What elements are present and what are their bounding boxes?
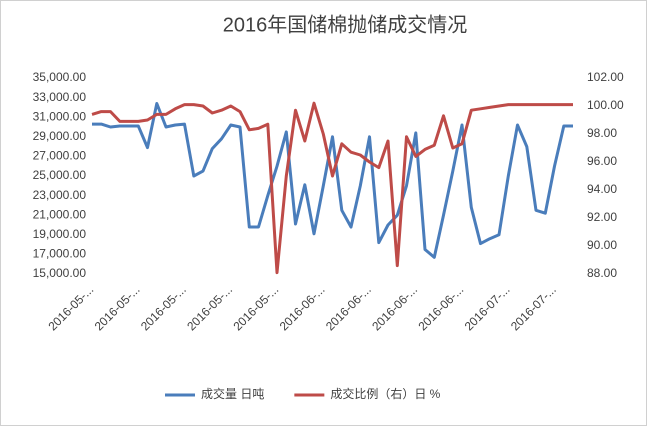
y2-tick-label: 102.00 bbox=[587, 70, 624, 84]
y-tick-label: 33,000.00 bbox=[33, 90, 87, 104]
y-tick-label: 31,000.00 bbox=[33, 109, 87, 123]
y-tick-label: 27,000.00 bbox=[33, 149, 87, 163]
y-tick-label: 19,000.00 bbox=[33, 227, 87, 241]
y-tick-label: 21,000.00 bbox=[33, 207, 87, 221]
y-tick-label: 15,000.00 bbox=[33, 266, 87, 280]
y2-tick-label: 94.00 bbox=[587, 182, 617, 196]
legend-label: 成交量 日吨 bbox=[201, 386, 264, 401]
y-tick-label: 25,000.00 bbox=[33, 168, 87, 182]
chart-title: 2016年国储棉抛储成交情况 bbox=[223, 13, 468, 36]
legend-label: 成交比例（右）日 % bbox=[330, 386, 440, 401]
y-tick-label: 35,000.00 bbox=[33, 70, 87, 84]
y2-tick-label: 100.00 bbox=[587, 98, 624, 112]
y-tick-label: 23,000.00 bbox=[33, 188, 87, 202]
y-tick-label: 29,000.00 bbox=[33, 129, 87, 143]
y2-tick-label: 98.00 bbox=[587, 126, 617, 140]
series-line bbox=[91, 101, 573, 275]
y-tick-label: 17,000.00 bbox=[33, 247, 87, 261]
y2-tick-label: 90.00 bbox=[587, 238, 617, 252]
y2-tick-label: 92.00 bbox=[587, 210, 617, 224]
y2-tick-label: 88.00 bbox=[587, 266, 617, 280]
y2-tick-label: 96.00 bbox=[587, 154, 617, 168]
series-line bbox=[92, 102, 573, 259]
